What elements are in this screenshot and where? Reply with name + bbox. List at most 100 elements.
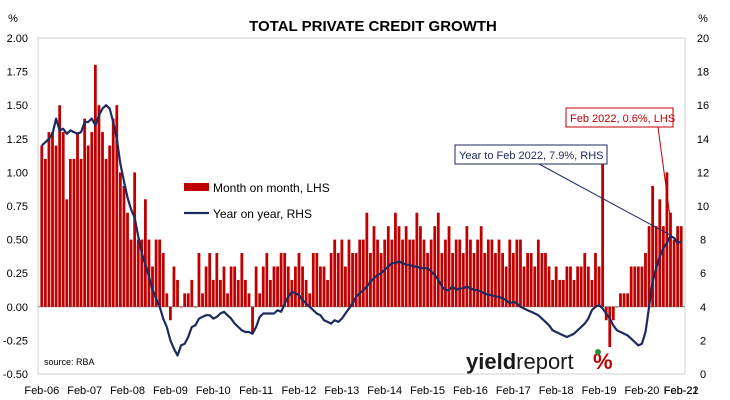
right-axis-unit: %: [698, 13, 708, 25]
bar-month-on-month: [379, 253, 383, 307]
bar-month-on-month: [93, 64, 97, 307]
bar-month-on-month: [547, 266, 551, 307]
bar-month-on-month: [579, 266, 583, 307]
bar-month-on-month: [358, 239, 362, 307]
bar-month-on-month: [143, 199, 147, 307]
bar-month-on-month: [186, 293, 190, 307]
bar-month-on-month: [572, 279, 576, 307]
bar-month-on-month: [436, 212, 440, 307]
bar-month-on-month: [665, 172, 669, 307]
bar-month-on-month: [633, 266, 637, 307]
bar-month-on-month: [504, 266, 508, 307]
x-axis-ticks: Feb-06 Feb-07 Feb-08 Feb-09 Feb-10 Feb-11 Feb-…: [24, 385, 698, 397]
bar-month-on-month: [208, 253, 212, 307]
bar-month-on-month: [315, 253, 319, 307]
bar-month-on-month: [522, 266, 526, 307]
x-tick-label: Feb-13: [324, 385, 359, 397]
bar-month-on-month: [79, 158, 83, 307]
bar-month-on-month: [676, 226, 680, 307]
annotation-box: [454, 144, 608, 165]
bar-month-on-month: [97, 105, 101, 307]
right-tick-label: 18: [697, 67, 709, 79]
x-tick-label: Feb-14: [367, 385, 402, 397]
bar-month-on-month: [490, 239, 494, 307]
annotation-text: Year to Feb 2022, 7.9%, RHS: [459, 150, 604, 162]
bar-month-on-month: [244, 279, 247, 307]
bar-month-on-month: [465, 226, 469, 307]
right-tick-label: 0: [700, 369, 706, 381]
bar-month-on-month: [115, 105, 119, 307]
bar-month-on-month: [597, 266, 601, 307]
bar-month-on-month: [333, 239, 337, 307]
bar-month-on-month: [101, 132, 104, 307]
annotation-box: [565, 107, 674, 128]
bar-month-on-month: [68, 158, 72, 307]
right-tick-label: 12: [697, 167, 709, 179]
bar-month-on-month: [265, 253, 269, 307]
x-tick-label: Feb-16: [453, 385, 488, 397]
bar-month-on-month: [447, 226, 451, 307]
bar-month-on-month: [279, 253, 283, 307]
bar-month-on-month: [426, 253, 429, 307]
bar-month-on-month: [661, 226, 665, 307]
bar-month-on-month: [340, 239, 344, 307]
bar-month-on-month: [258, 293, 262, 307]
left-tick-label: 1.75: [7, 67, 28, 79]
x-tick-label: Feb-06: [24, 385, 59, 397]
bar-month-on-month: [136, 239, 140, 307]
bar-month-on-month: [519, 239, 522, 307]
bar-month-on-month: [329, 253, 333, 307]
chart-title: TOTAL PRIVATE CREDIT GROWTH: [249, 18, 497, 35]
bar-month-on-month: [636, 266, 640, 307]
bar-month-on-month: [583, 253, 587, 307]
bar-month-on-month: [322, 266, 326, 307]
bar-month-on-month: [286, 266, 290, 307]
monthly-bars: [40, 64, 683, 348]
bar-month-on-month: [497, 239, 501, 307]
bar-month-on-month: [433, 226, 437, 307]
right-tick-label: 4: [700, 302, 706, 314]
x-tick-label: Feb-10: [196, 385, 231, 397]
annotation-feb-2022-mom: Feb 2022, 0.6%, LHS: [565, 107, 675, 225]
bar-month-on-month: [444, 239, 447, 307]
bar-month-on-month: [240, 253, 244, 307]
bar-month-on-month: [190, 279, 194, 307]
right-tick-label: 20: [697, 33, 709, 45]
bar-month-on-month: [276, 266, 279, 307]
bar-month-on-month: [168, 306, 172, 321]
left-tick-label: 0.50: [7, 235, 28, 247]
bar-month-on-month: [176, 279, 179, 307]
bar-month-on-month: [183, 293, 187, 307]
bar-month-on-month: [308, 293, 312, 307]
bar-month-on-month: [533, 266, 537, 307]
bar-month-on-month: [611, 306, 615, 321]
bar-month-on-month: [376, 239, 379, 307]
annotation-leader: [657, 126, 672, 225]
bar-month-on-month: [669, 212, 672, 307]
bar-month-on-month: [672, 239, 676, 307]
bar-month-on-month: [108, 145, 112, 307]
bar-month-on-month: [401, 239, 404, 307]
bar-month-on-month: [526, 253, 530, 307]
bar-month-on-month: [626, 293, 630, 307]
bar-month-on-month: [236, 279, 240, 307]
bar-month-on-month: [544, 253, 547, 307]
bar-month-on-month: [126, 212, 129, 307]
left-tick-label: 1.25: [7, 134, 28, 146]
left-tick-label: 0.00: [7, 302, 28, 314]
x-tick-label: Feb-09: [153, 385, 188, 397]
bar-month-on-month: [251, 306, 254, 334]
bar-month-on-month: [569, 266, 572, 307]
right-tick-label: 8: [700, 235, 706, 247]
bar-month-on-month: [615, 306, 619, 308]
bar-month-on-month: [158, 239, 162, 307]
logo-percent-symbol: %: [593, 349, 613, 374]
bar-month-on-month: [311, 253, 315, 307]
bar-month-on-month: [408, 239, 412, 307]
bar-month-on-month: [90, 132, 94, 307]
annotation-text: Feb 2022, 0.6%, LHS: [570, 113, 675, 125]
bar-month-on-month: [179, 306, 183, 308]
bar-month-on-month: [458, 239, 462, 307]
